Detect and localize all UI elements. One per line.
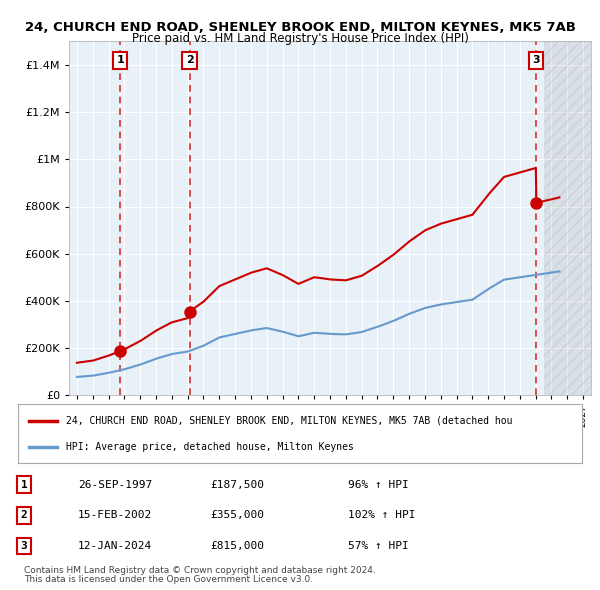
Text: £355,000: £355,000 bbox=[210, 510, 264, 520]
Text: 3: 3 bbox=[532, 55, 540, 65]
Text: 12-JAN-2024: 12-JAN-2024 bbox=[78, 541, 152, 551]
Text: 26-SEP-1997: 26-SEP-1997 bbox=[78, 480, 152, 490]
Text: 2: 2 bbox=[185, 55, 193, 65]
Text: 15-FEB-2002: 15-FEB-2002 bbox=[78, 510, 152, 520]
Text: 3: 3 bbox=[20, 541, 28, 551]
Text: 2: 2 bbox=[20, 510, 28, 520]
Text: This data is licensed under the Open Government Licence v3.0.: This data is licensed under the Open Gov… bbox=[24, 575, 313, 584]
Text: 24, CHURCH END ROAD, SHENLEY BROOK END, MILTON KEYNES, MK5 7AB: 24, CHURCH END ROAD, SHENLEY BROOK END, … bbox=[25, 21, 575, 34]
Text: Price paid vs. HM Land Registry's House Price Index (HPI): Price paid vs. HM Land Registry's House … bbox=[131, 32, 469, 45]
Text: Contains HM Land Registry data © Crown copyright and database right 2024.: Contains HM Land Registry data © Crown c… bbox=[24, 566, 376, 575]
Text: £187,500: £187,500 bbox=[210, 480, 264, 490]
Text: 24, CHURCH END ROAD, SHENLEY BROOK END, MILTON KEYNES, MK5 7AB (detached hou: 24, CHURCH END ROAD, SHENLEY BROOK END, … bbox=[66, 416, 512, 425]
Text: HPI: Average price, detached house, Milton Keynes: HPI: Average price, detached house, Milt… bbox=[66, 442, 354, 451]
Text: 57% ↑ HPI: 57% ↑ HPI bbox=[348, 541, 409, 551]
Text: £815,000: £815,000 bbox=[210, 541, 264, 551]
Text: 96% ↑ HPI: 96% ↑ HPI bbox=[348, 480, 409, 490]
Text: 1: 1 bbox=[20, 480, 28, 490]
Text: 102% ↑ HPI: 102% ↑ HPI bbox=[348, 510, 415, 520]
Bar bbox=[544, 41, 591, 395]
Text: 1: 1 bbox=[116, 55, 124, 65]
